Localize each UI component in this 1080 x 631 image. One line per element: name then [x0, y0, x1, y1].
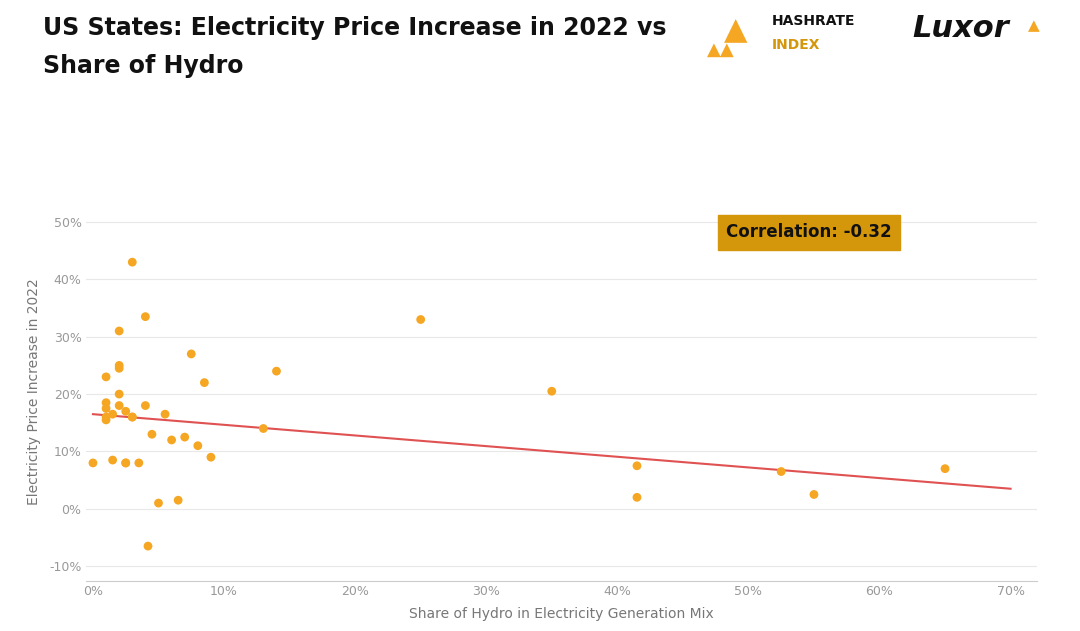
- Point: [806, 490, 823, 500]
- Text: ▲: ▲: [1028, 18, 1040, 33]
- X-axis label: Share of Hydro in Electricity Generation Mix: Share of Hydro in Electricity Generation…: [409, 607, 714, 621]
- Point: [195, 377, 213, 387]
- Text: ▲: ▲: [724, 16, 747, 45]
- Point: [543, 386, 561, 396]
- Point: [97, 403, 114, 413]
- Text: INDEX: INDEX: [772, 38, 821, 52]
- Point: [110, 401, 127, 411]
- Point: [123, 257, 140, 267]
- Text: Share of Hydro: Share of Hydro: [43, 54, 244, 78]
- Point: [170, 495, 187, 505]
- Point: [117, 458, 134, 468]
- Point: [772, 466, 789, 476]
- Point: [117, 406, 134, 416]
- Point: [176, 432, 193, 442]
- Point: [255, 423, 272, 433]
- Point: [97, 372, 114, 382]
- Point: [629, 492, 646, 502]
- Text: HASHRATE: HASHRATE: [772, 14, 855, 28]
- Point: [144, 429, 161, 439]
- Point: [110, 326, 127, 336]
- Text: US States: Electricity Price Increase in 2022 vs: US States: Electricity Price Increase in…: [43, 16, 666, 40]
- Text: Correlation: -0.32: Correlation: -0.32: [726, 223, 891, 241]
- Point: [97, 398, 114, 408]
- Y-axis label: Electricity Price Increase in 2022: Electricity Price Increase in 2022: [27, 278, 41, 505]
- Point: [123, 412, 140, 422]
- Point: [268, 366, 285, 376]
- Point: [413, 314, 430, 324]
- Point: [189, 440, 206, 451]
- Point: [104, 455, 121, 465]
- Point: [97, 415, 114, 425]
- Point: [123, 412, 140, 422]
- Point: [629, 461, 646, 471]
- Point: [202, 452, 219, 463]
- Point: [97, 412, 114, 422]
- Point: [150, 498, 167, 508]
- Point: [110, 389, 127, 399]
- Point: [117, 458, 134, 468]
- Text: Luxor: Luxor: [913, 14, 1010, 43]
- Point: [131, 458, 148, 468]
- Text: ▲▲: ▲▲: [707, 41, 735, 59]
- Point: [183, 349, 200, 359]
- Point: [84, 458, 102, 468]
- Point: [104, 409, 121, 419]
- Point: [139, 541, 157, 551]
- Point: [157, 409, 174, 419]
- Point: [936, 464, 954, 474]
- Point: [137, 312, 154, 322]
- Point: [110, 360, 127, 370]
- Point: [163, 435, 180, 445]
- Point: [137, 401, 154, 411]
- Point: [110, 363, 127, 374]
